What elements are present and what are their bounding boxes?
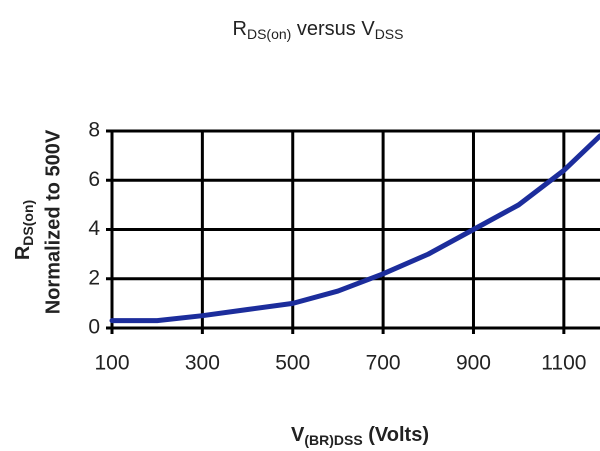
y-tick-label: 6: [88, 168, 100, 191]
x-tick-label: 1100: [541, 352, 586, 375]
y-axis-label-group: Normalized to 500V: [42, 129, 64, 314]
text-part: R: [233, 18, 247, 40]
y-tick-label: 8: [88, 119, 100, 142]
x-tick-label: 300: [185, 352, 220, 375]
y-axis-label: RDS(on): [12, 200, 35, 260]
subscript: DS(on): [247, 26, 291, 42]
y-axis-label-group: RDS(on): [12, 200, 35, 260]
subscript: (BR)DSS: [304, 432, 362, 448]
data-line: [109, 133, 600, 324]
y-tick-label: 0: [88, 316, 100, 339]
text-part: R: [12, 245, 34, 260]
subscript: DSS: [375, 26, 404, 42]
x-tick-label: 700: [366, 352, 401, 375]
x-tick-label: 900: [456, 352, 491, 375]
y-tick-label: 2: [88, 266, 100, 289]
text-part: (Volts): [363, 424, 429, 446]
subscript: DS(on): [20, 200, 36, 246]
x-tick-label: 100: [94, 352, 129, 375]
y-tick-label: 4: [88, 217, 100, 240]
text-part: versus V: [291, 18, 375, 40]
y-axis-label: Normalized to 500V: [42, 129, 64, 314]
x-axis-label: V(BR)DSS (Volts): [291, 424, 429, 447]
text-part: V: [291, 424, 305, 446]
x-tick-label: 500: [275, 352, 310, 375]
chart-title: RDS(on) versus VDSS: [233, 18, 404, 41]
